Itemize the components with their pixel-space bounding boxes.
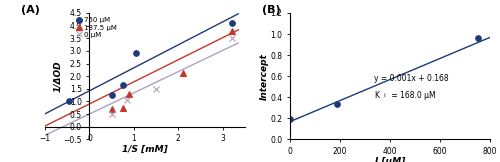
750 μM bbox=[120, 84, 126, 86]
187.5 μM bbox=[126, 93, 132, 95]
Text: K: K bbox=[374, 91, 379, 100]
Text: (B): (B) bbox=[262, 5, 280, 15]
Text: = 168.0 μM: = 168.0 μM bbox=[389, 91, 436, 100]
0 μM bbox=[108, 113, 114, 115]
X-axis label: I [μM]: I [μM] bbox=[375, 157, 405, 162]
187.5 μM bbox=[120, 108, 126, 110]
187.5 μM bbox=[108, 109, 114, 110]
0 μM bbox=[228, 37, 234, 39]
Text: y = 0.001x + 0.168: y = 0.001x + 0.168 bbox=[374, 74, 448, 83]
Y-axis label: 1/ΔOD: 1/ΔOD bbox=[53, 60, 62, 92]
Line: 187.5 μM: 187.5 μM bbox=[109, 28, 234, 112]
187.5 μM bbox=[180, 72, 186, 74]
0 μM bbox=[124, 99, 130, 101]
750 μM bbox=[66, 100, 72, 102]
750 μM bbox=[108, 94, 114, 96]
750 μM bbox=[228, 22, 234, 24]
Line: 0 μM: 0 μM bbox=[109, 35, 234, 117]
0 μM bbox=[153, 88, 159, 90]
X-axis label: 1/S [mM]: 1/S [mM] bbox=[122, 145, 168, 154]
Y-axis label: Intercept: Intercept bbox=[260, 53, 269, 100]
187.5 μM bbox=[228, 30, 234, 32]
Legend: 750 μM, 187.5 μM, 0 μM: 750 μM, 187.5 μM, 0 μM bbox=[74, 16, 118, 39]
750 μM bbox=[133, 52, 139, 54]
Text: (A): (A) bbox=[21, 5, 40, 15]
Line: 750 μM: 750 μM bbox=[66, 20, 234, 104]
Text: i: i bbox=[384, 93, 386, 98]
